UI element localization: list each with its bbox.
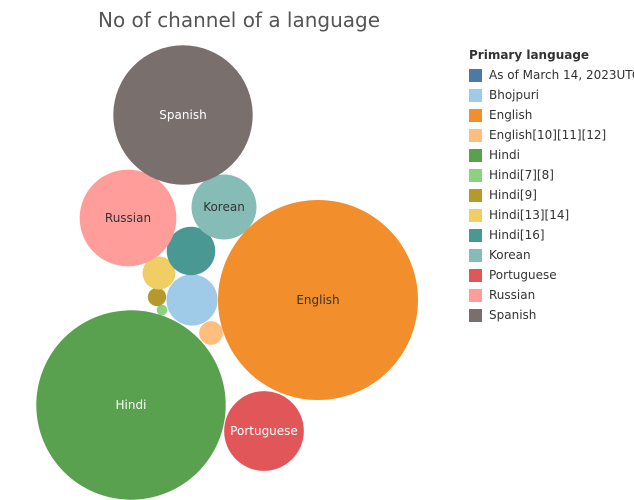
legend-item-spanish[interactable]: Spanish: [469, 305, 634, 325]
bubble-hindi-9[interactable]: [147, 287, 167, 307]
legend-label: As of March 14, 2023UTC: [489, 68, 634, 82]
legend-swatch: [469, 268, 482, 282]
bubble-portuguese[interactable]: [224, 391, 304, 471]
bubble-hindi-16[interactable]: [166, 226, 216, 276]
legend-label: Hindi[13][14]: [489, 208, 570, 222]
legend-swatch: [469, 128, 482, 142]
bubble-label-portuguese: Portuguese: [230, 424, 298, 438]
legend-title: Primary language: [469, 48, 590, 62]
legend-label: Bhojpuri: [489, 88, 540, 102]
legend-item-as-of-march-14-2023utc[interactable]: As of March 14, 2023UTC: [469, 65, 634, 85]
chart-title: No of channel of a language: [98, 8, 381, 32]
legend-label: English: [489, 108, 533, 122]
legend-item-hindi-7-8[interactable]: Hindi[7][8]: [469, 165, 634, 185]
legend-swatch: [469, 168, 482, 182]
bubble-bhojpuri[interactable]: [166, 274, 218, 326]
legend-item-portuguese[interactable]: Portuguese: [469, 265, 634, 285]
legend-label: Hindi: [489, 148, 520, 162]
legend-item-hindi-9[interactable]: Hindi[9]: [469, 185, 634, 205]
legend-swatch: [469, 208, 482, 222]
bubble-label-spanish: Spanish: [159, 108, 206, 122]
legend-swatch: [469, 228, 482, 242]
bubble-hindi[interactable]: [36, 310, 226, 500]
legend-label: Korean: [489, 248, 531, 262]
legend-label: Hindi[9]: [489, 188, 537, 202]
legend-label: Russian: [489, 288, 536, 302]
legend-item-hindi-16[interactable]: Hindi[16]: [469, 225, 634, 245]
legend-label: English[10][11][12]: [489, 128, 607, 142]
legend-swatch: [469, 148, 482, 162]
legend-swatch: [469, 108, 482, 122]
legend-swatch: [469, 248, 482, 262]
bubble-spanish[interactable]: [113, 45, 253, 185]
legend-swatch: [469, 68, 482, 82]
legend-swatch: [469, 308, 482, 322]
legend-label: Hindi[16]: [489, 228, 545, 242]
bubble-hindi-13-14[interactable]: [142, 256, 176, 290]
legend: Primary language As of March 14, 2023UTC…: [469, 47, 634, 325]
legend-item-english[interactable]: English: [469, 105, 634, 125]
legend-swatch: [469, 188, 482, 202]
bubble-korean[interactable]: [191, 174, 257, 240]
legend-swatch: [469, 88, 482, 102]
bubble-english-10-11-12[interactable]: [199, 321, 223, 345]
legend-label: Portuguese: [489, 268, 557, 282]
bubble-hindi-7-8[interactable]: [156, 304, 168, 316]
legend-item-bhojpuri[interactable]: Bhojpuri: [469, 85, 634, 105]
legend-label: Hindi[7][8]: [489, 168, 554, 182]
bubble-label-hindi: Hindi: [116, 398, 147, 412]
legend-items: As of March 14, 2023UTC Bhojpuri English En…: [469, 65, 634, 325]
legend-label: Spanish: [489, 308, 537, 322]
legend-item-korean[interactable]: Korean: [469, 245, 634, 265]
legend-item-hindi-13-14[interactable]: Hindi[13][14]: [469, 205, 634, 225]
legend-item-russian[interactable]: Russian: [469, 285, 634, 305]
legend-swatch: [469, 288, 482, 302]
legend-item-hindi[interactable]: Hindi: [469, 145, 634, 165]
bubble-label-english: English: [296, 293, 339, 307]
legend-item-english-10-11-12[interactable]: English[10][11][12]: [469, 125, 634, 145]
bubble-russian[interactable]: [79, 169, 177, 267]
bubble-label-russian: Russian: [105, 211, 151, 225]
bubble-label-korean: Korean: [203, 200, 245, 214]
bubble-english[interactable]: [218, 200, 418, 400]
